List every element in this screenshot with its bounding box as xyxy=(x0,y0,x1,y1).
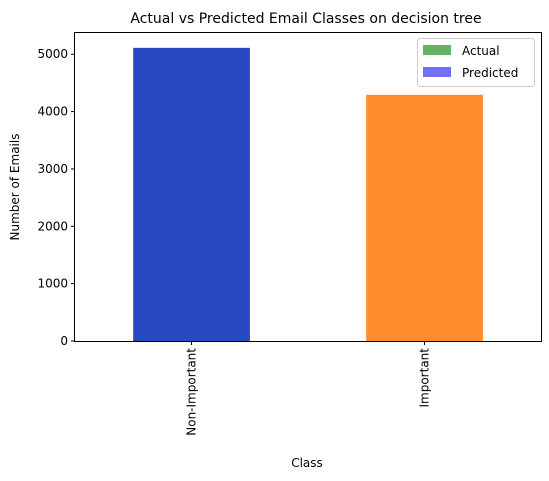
y-tick-label: 3000 xyxy=(37,162,68,176)
y-tick-label: 4000 xyxy=(37,105,68,119)
y-axis-label: Number of Emails xyxy=(8,134,22,241)
y-tick-label: 2000 xyxy=(37,219,68,233)
legend-swatch-predicted xyxy=(423,67,451,77)
bar-predicted-0 xyxy=(133,47,250,342)
x-tick-label: Important xyxy=(418,348,432,408)
y-tick-label: 5000 xyxy=(37,47,68,61)
x-axis-label: Class xyxy=(291,456,323,470)
legend: Actual Predicted xyxy=(417,38,535,87)
y-tick-label: 0 xyxy=(60,334,68,348)
chart-title: Actual vs Predicted Email Classes on dec… xyxy=(130,11,481,27)
plot-frame xyxy=(74,32,542,342)
legend-label-actual: Actual xyxy=(462,44,500,58)
y-tick-label: 1000 xyxy=(37,277,68,291)
legend-label-predicted: Predicted xyxy=(462,66,518,80)
bars-group xyxy=(133,47,483,342)
legend-swatch-actual xyxy=(423,45,451,55)
x-tick-label: Non-Important xyxy=(185,348,199,436)
x-axis-ticks: Non-Important Important xyxy=(185,341,432,436)
bar-predicted-1 xyxy=(366,94,483,342)
y-axis-ticks: 0 1000 2000 3000 4000 5000 xyxy=(37,47,75,348)
